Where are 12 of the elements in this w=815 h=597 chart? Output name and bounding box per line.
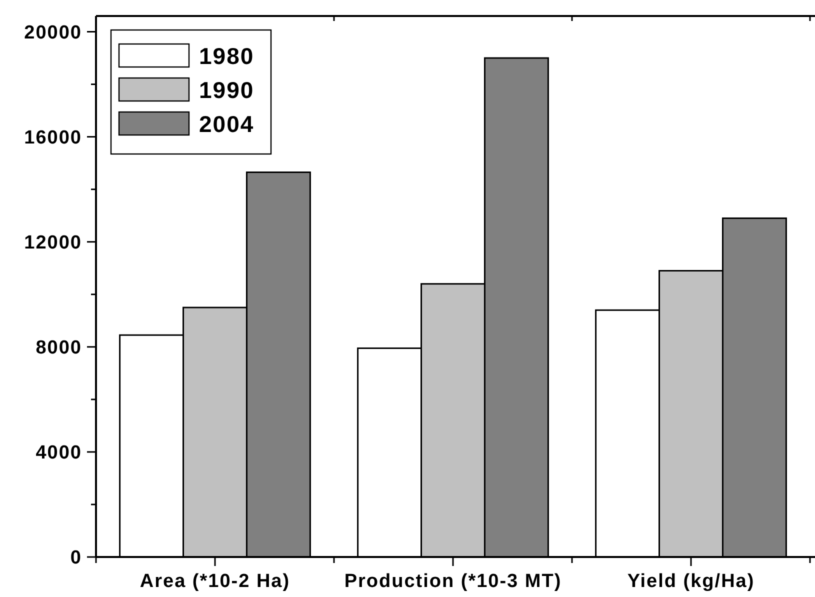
- y-tick-label: 20000: [24, 22, 82, 44]
- x-tick-label: Area (*10-2 Ha): [140, 571, 290, 592]
- y-tick-label: 0: [70, 548, 82, 569]
- legend-label: 2004: [199, 111, 254, 138]
- x-tick-label: Production (*10-3 MT): [344, 571, 562, 592]
- y-tick-label: 8000: [36, 338, 82, 359]
- legend-label: 1980: [199, 43, 254, 70]
- y-tick-label: 4000: [36, 442, 82, 464]
- legend-label: 1990: [199, 77, 254, 104]
- y-tick-label: 12000: [24, 232, 82, 254]
- x-tick-label: Yield (kg/Ha): [627, 571, 755, 592]
- y-tick-label: 16000: [24, 127, 82, 148]
